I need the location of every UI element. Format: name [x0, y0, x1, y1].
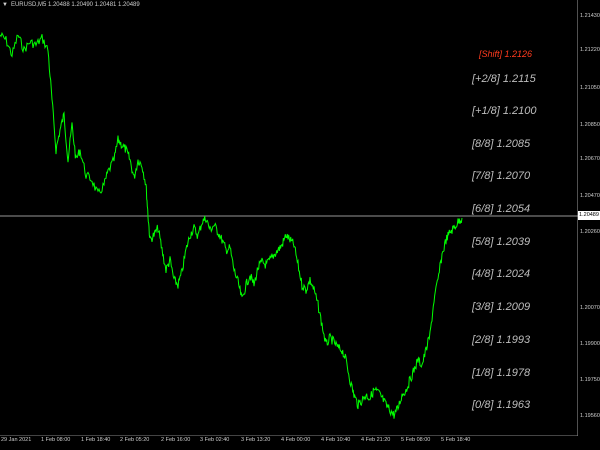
price-axis-tick: 1.20850: [580, 122, 600, 128]
murrey-level-label: [1/8] 1.1978: [472, 367, 531, 379]
murrey-level-label: [Shift] 1.2126: [479, 49, 533, 59]
time-axis-tick: 3 Feb 13:20: [241, 437, 271, 443]
time-axis-tick: 2 Feb 16:00: [161, 437, 191, 443]
price-axis-tick: 1.20070: [580, 305, 600, 311]
murrey-level-label: [4/8] 1.2024: [472, 268, 531, 280]
price-line: [0, 31, 463, 419]
time-axis-tick: 5 Feb 08:00: [401, 437, 431, 443]
murrey-level-label: [7/8] 1.2070: [472, 170, 531, 182]
triangle-down-icon[interactable]: ▼: [2, 2, 8, 8]
price-axis-tick: 1.21220: [580, 47, 600, 53]
time-axis-tick: 1 Feb 08:00: [41, 437, 71, 443]
time-axis-tick: 4 Feb 00:00: [281, 437, 311, 443]
price-axis-tick: 1.20260: [580, 229, 600, 235]
murrey-level-label: [8/8] 1.2085: [472, 138, 531, 150]
price-axis-tick: 1.19750: [580, 377, 600, 383]
price-axis-tick: 1.20470: [580, 193, 600, 199]
time-axis-tick: 1 Feb 18:40: [81, 437, 111, 443]
time-axis-tick: 4 Feb 21:20: [361, 437, 391, 443]
price-axis-tick: 1.20670: [580, 156, 600, 162]
murrey-level-label: [6/8] 1.2054: [472, 203, 531, 215]
murrey-level-label: [5/8] 1.2039: [472, 236, 531, 248]
time-axis-tick: 4 Feb 10:40: [321, 437, 351, 443]
price-axis-tick: 1.19900: [580, 341, 600, 347]
price-axis-tick: 1.19560: [580, 413, 600, 419]
murrey-level-label: [+2/8] 1.2115: [472, 73, 536, 85]
price-axis-tick: 1.21430: [580, 13, 600, 19]
time-axis-tick: 3 Feb 02:40: [200, 437, 230, 443]
murrey-level-label: [0/8] 1.1963: [472, 399, 531, 411]
ohlc-label: 1.20488 1.20490 1.20481 1.20489: [47, 2, 140, 8]
chart-title: ▼ EURUSD,M5 1.20488 1.20490 1.20481 1.204…: [2, 2, 140, 8]
time-axis-tick: 2 Feb 05:20: [120, 437, 150, 443]
murrey-level-label: [+1/8] 1.2100: [472, 105, 537, 117]
murrey-level-label: [3/8] 1.2009: [472, 301, 531, 313]
time-axis-tick: 5 Feb 18:40: [441, 437, 471, 443]
symbol-label: EURUSD,M5: [10, 2, 47, 8]
time-axis-tick: 29 Jan 2021: [1, 437, 32, 443]
price-axis-tick: 1.21050: [580, 85, 600, 91]
current-price-tag: 1.20489: [578, 211, 600, 220]
murrey-level-label: [2/8] 1.1993: [472, 334, 531, 346]
